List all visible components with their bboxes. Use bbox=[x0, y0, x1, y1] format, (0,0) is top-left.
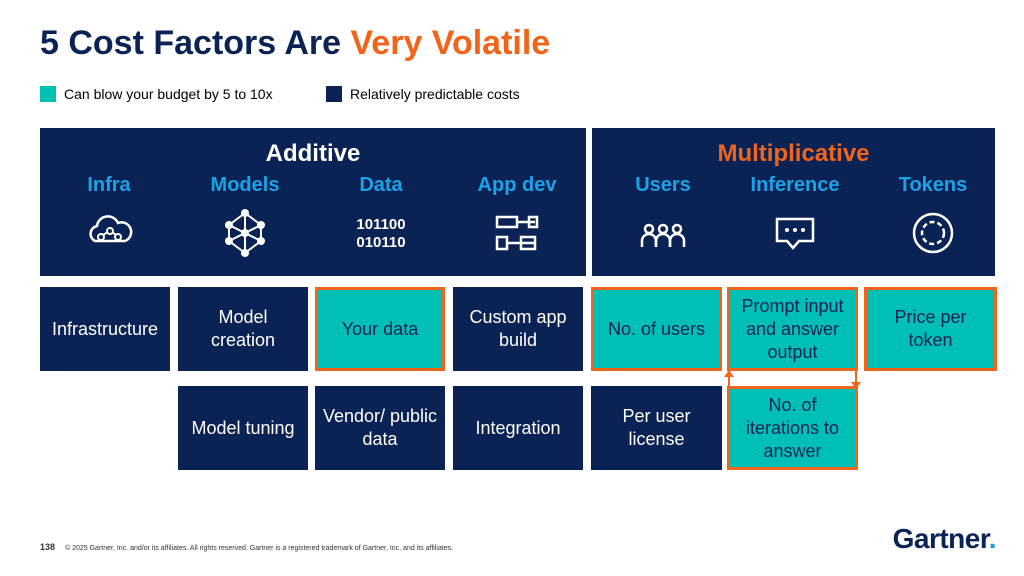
title-main: 5 Cost Factors Are bbox=[40, 24, 351, 62]
app-components-icon bbox=[495, 215, 539, 251]
box-integration: Integration bbox=[453, 386, 583, 470]
title-highlight: Very Volatile bbox=[350, 24, 551, 62]
column-users: Users bbox=[598, 174, 728, 259]
multiplicative-heading: Multiplicative bbox=[717, 140, 870, 167]
arrow-down-icon bbox=[851, 382, 861, 389]
column-infra: Infra bbox=[44, 174, 174, 259]
box-per-user-license: Per user license bbox=[591, 386, 722, 470]
column-label-tokens: Tokens bbox=[898, 174, 968, 196]
multiplicative-panel: Multiplicative Users Inference Tokens bbox=[592, 128, 995, 276]
box-model-creation: Model creation bbox=[178, 287, 308, 371]
box-model-tuning: Model tuning bbox=[178, 386, 308, 470]
additive-heading: Additive bbox=[265, 140, 361, 167]
legend-swatch-navy bbox=[326, 86, 342, 102]
gartner-logo: Gartner. bbox=[892, 523, 997, 555]
token-coin-icon bbox=[912, 212, 954, 254]
column-app-dev: App dev bbox=[452, 174, 582, 259]
additive-panel: Additive Infra Models bbox=[40, 128, 586, 276]
column-label-data: Data bbox=[359, 174, 403, 196]
column-models: Models bbox=[180, 174, 310, 259]
legend-label-predictable: Relatively predictable costs bbox=[350, 86, 520, 102]
column-label-infra: Infra bbox=[87, 174, 131, 196]
inference-loop-arrows bbox=[724, 370, 861, 390]
cloud-network-icon bbox=[89, 215, 133, 243]
column-label-inference: Inference bbox=[750, 174, 840, 196]
chat-bubble-icon bbox=[775, 217, 815, 250]
binary-line-2: 010110 bbox=[356, 234, 405, 251]
legend-item-predictable: Relatively predictable costs bbox=[326, 86, 520, 102]
legend-swatch-teal bbox=[40, 86, 56, 102]
arrow-up-icon bbox=[724, 370, 734, 377]
column-label-models: Models bbox=[210, 174, 280, 196]
legend-item-volatile: Can blow your budget by 5 to 10x bbox=[40, 86, 273, 102]
page-number: 138 bbox=[40, 542, 56, 552]
column-data: Data 101100 010110 bbox=[316, 174, 446, 259]
box-your-data: Your data bbox=[315, 287, 445, 371]
box-no-of-users: No. of users bbox=[591, 287, 722, 371]
column-inference: Inference bbox=[730, 174, 860, 259]
copyright-text: © 2025 Gartner, Inc. and/or its affiliat… bbox=[64, 545, 454, 552]
box-infrastructure: Infrastructure bbox=[40, 287, 170, 371]
box-iterations: No. of iterations to answer bbox=[727, 386, 858, 470]
column-label-app-dev: App dev bbox=[477, 174, 557, 196]
box-custom-app-build: Custom app build bbox=[453, 287, 583, 371]
logo-dot: . bbox=[988, 523, 997, 554]
legend-label-volatile: Can blow your budget by 5 to 10x bbox=[64, 86, 273, 102]
column-tokens: Tokens bbox=[868, 174, 998, 259]
footer: 138 © 2025 Gartner, Inc. and/or its affi… bbox=[40, 542, 453, 552]
logo-text: Gartner bbox=[892, 523, 990, 554]
neural-network-icon bbox=[225, 209, 265, 257]
binary-line-1: 101100 bbox=[356, 216, 405, 233]
users-group-icon bbox=[640, 223, 686, 247]
box-vendor-public-data: Vendor/ public data bbox=[315, 386, 445, 470]
box-price-per-token: Price per token bbox=[864, 287, 997, 371]
page-title: 5 Cost Factors Are Very Volatile bbox=[40, 24, 550, 63]
binary-data-icon: 101100 010110 bbox=[356, 216, 405, 251]
column-label-users: Users bbox=[635, 174, 691, 196]
legend: Can blow your budget by 5 to 10x Relativ… bbox=[40, 86, 640, 106]
box-prompt-io: Prompt input and answer output bbox=[727, 287, 858, 371]
